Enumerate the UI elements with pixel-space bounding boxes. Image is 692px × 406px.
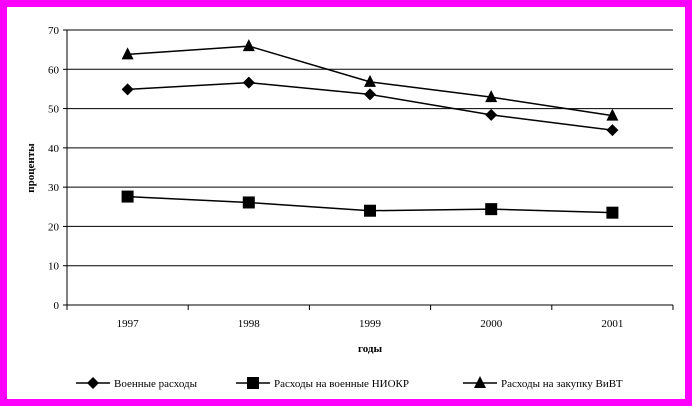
triangle-marker (485, 90, 498, 103)
legend-label: Расходы на военные НИОКР (274, 378, 409, 390)
x-tick-label: 2001 (601, 318, 623, 330)
y-tick-label: 30 (48, 182, 60, 194)
y-tick-label: 20 (48, 221, 60, 233)
y-tick-label: 60 (48, 64, 60, 76)
series-square (121, 190, 619, 219)
square-marker (485, 203, 498, 216)
square-marker (606, 206, 619, 219)
x-tick-label: 1998 (238, 318, 261, 330)
square-marker (364, 204, 376, 217)
x-tick-label: 1997 (117, 318, 140, 330)
triangle-marker (364, 74, 376, 87)
triangle-marker (242, 39, 255, 52)
legend: Военные расходы Расходы на военные НИОКР Р… (76, 376, 623, 390)
square-marker (247, 377, 259, 389)
diamond-marker (485, 108, 498, 121)
y-tick-label: 70 (48, 25, 60, 37)
y-tick-label: 0 (54, 300, 60, 312)
x-tick-label: 1999 (359, 318, 382, 330)
series-triangle (121, 39, 619, 121)
legend-label: Военные расходы (114, 378, 198, 390)
diamond-marker (87, 377, 99, 389)
chart-frame (7, 7, 685, 399)
x-tick-label: 2000 (480, 318, 503, 330)
triangle-marker (474, 376, 486, 388)
diamond-marker (242, 76, 255, 89)
triangle-marker (121, 47, 134, 60)
diamond-marker (364, 88, 376, 101)
triangle-marker (606, 108, 619, 121)
legend-item: Расходы на закупку ВиВТ (463, 376, 623, 390)
y-tick-label: 50 (48, 104, 60, 116)
legend-item: Военные расходы (76, 377, 198, 390)
diamond-marker (121, 83, 134, 96)
legend-label: Расходы на закупку ВиВТ (501, 378, 623, 390)
diamond-marker (606, 124, 619, 137)
x-axis-label: годы (358, 343, 382, 355)
y-axis-label: проценты (25, 143, 37, 193)
y-tick-label: 10 (48, 261, 60, 273)
legend-item: Расходы на военные НИОКР (236, 377, 409, 390)
y-tick-label: 40 (48, 143, 60, 155)
square-marker (121, 190, 134, 203)
series-diamond (121, 76, 619, 137)
square-marker (242, 196, 255, 209)
